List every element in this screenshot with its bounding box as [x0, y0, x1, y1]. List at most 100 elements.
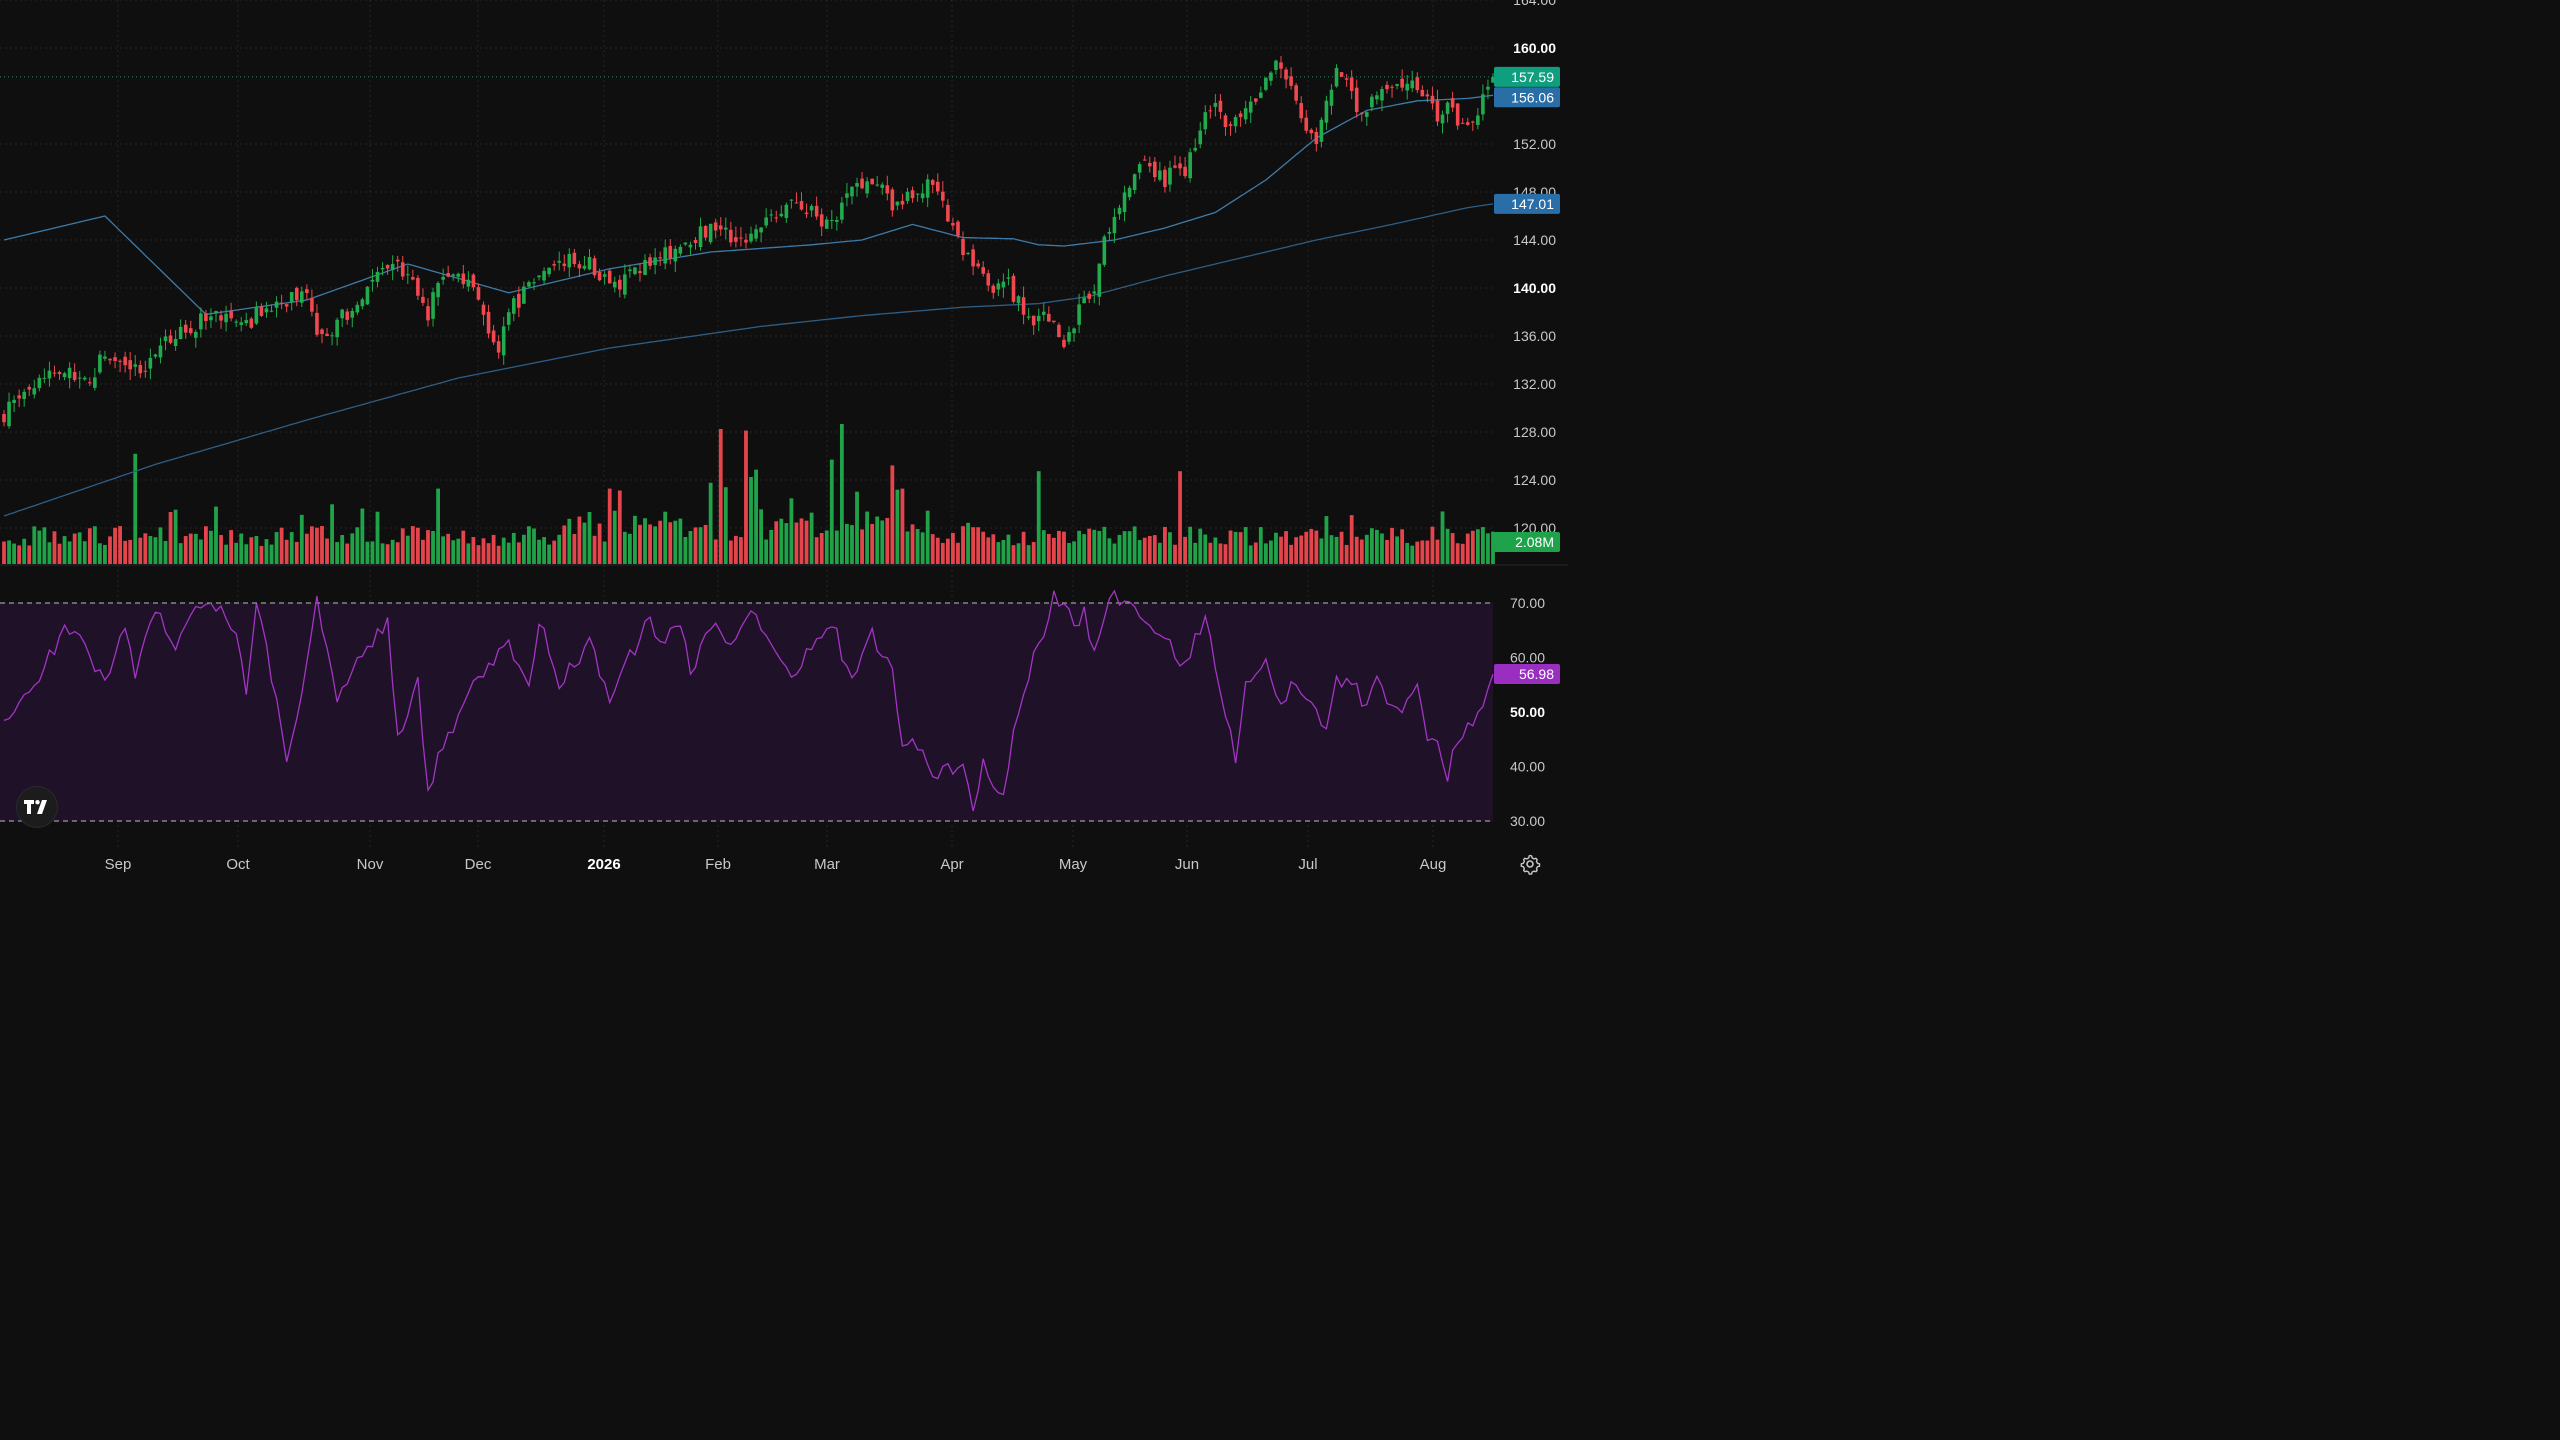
- candle-body: [592, 258, 597, 276]
- price-tick-label: 164.00: [1513, 0, 1556, 8]
- x-tick-label: Apr: [940, 856, 963, 873]
- candle-body: [562, 263, 567, 266]
- volume-bar: [895, 489, 900, 564]
- candle-body: [1183, 166, 1187, 177]
- candle-body: [1329, 89, 1334, 106]
- volume-bar: [67, 541, 72, 564]
- volume-bar: [1248, 545, 1253, 564]
- volume-bar: [188, 533, 193, 564]
- volume-bar: [577, 516, 582, 564]
- candle-body: [365, 286, 370, 305]
- tradingview-logo-icon[interactable]: [17, 787, 57, 827]
- volume-bar: [617, 490, 622, 564]
- candle-body: [385, 264, 390, 269]
- volume-bar: [769, 529, 774, 564]
- candle-body: [1319, 119, 1324, 142]
- candle-body: [1344, 78, 1349, 80]
- volume-bar: [1082, 534, 1087, 564]
- volume-bar: [153, 537, 158, 564]
- volume-bar: [1067, 543, 1071, 564]
- candle-body: [199, 313, 203, 330]
- volume-bar: [961, 526, 965, 564]
- candle-body: [42, 377, 47, 379]
- volume-bar: [1041, 530, 1046, 564]
- volume-bar: [986, 537, 991, 564]
- volume-bar: [1410, 545, 1415, 564]
- volume-bar: [1491, 531, 1495, 564]
- candle-body: [1365, 112, 1369, 117]
- candle-body: [708, 223, 713, 243]
- candle-body: [461, 273, 466, 285]
- volume-bar: [996, 542, 1001, 564]
- volume-bar: [405, 535, 410, 564]
- volume-bar: [915, 529, 920, 564]
- candle-body: [7, 401, 11, 427]
- volume-bar: [547, 544, 552, 564]
- candle-body: [744, 239, 748, 243]
- volume-bar: [355, 527, 360, 564]
- volume-bar: [754, 469, 758, 564]
- candle-body: [1057, 324, 1061, 338]
- volume-bar: [163, 541, 168, 564]
- volume-bar: [113, 527, 117, 564]
- candle-body: [88, 382, 92, 384]
- volume-bar: [733, 535, 738, 564]
- volume-bar: [910, 524, 915, 564]
- candle-body: [1460, 122, 1465, 124]
- candle-body: [1390, 86, 1394, 88]
- candle-body: [486, 311, 491, 334]
- volume-bar: [1269, 540, 1273, 564]
- chart-stage[interactable]: 164.00 160.00 152.00 148.00 144.00 140.00 136.…: [0, 0, 1568, 882]
- candle-body: [1047, 313, 1051, 322]
- gear-icon[interactable]: [1518, 852, 1542, 876]
- candle-body: [1294, 85, 1298, 101]
- volume-bar: [1359, 539, 1364, 564]
- candles: [2, 56, 1495, 429]
- candle-body: [17, 395, 21, 399]
- volume-bar: [269, 544, 274, 564]
- candle-body: [673, 248, 678, 262]
- volume-bar: [1460, 543, 1465, 564]
- candle-body: [1400, 78, 1404, 88]
- candle-body: [370, 279, 375, 282]
- chart-canvas[interactable]: 164.00160.00152.00148.00144.00140.00136.…: [0, 0, 1568, 882]
- volume-bar: [1470, 530, 1475, 564]
- candle-body: [77, 377, 82, 379]
- price-tick-label: 136.00: [1513, 328, 1556, 344]
- volume-bar: [930, 534, 935, 564]
- sma-fast-badge-bg: [1494, 87, 1560, 108]
- candle-body: [946, 204, 950, 222]
- volume-bar: [27, 545, 32, 564]
- candle-body: [178, 326, 183, 340]
- volume-bar: [1400, 529, 1405, 564]
- volume-bar: [390, 539, 395, 564]
- volume-bar: [602, 541, 607, 564]
- candle-body: [824, 219, 829, 229]
- rsi-badge-text: 56.98: [1519, 666, 1554, 682]
- volume-bar: [1178, 471, 1182, 564]
- candle-body: [567, 253, 572, 268]
- volume-bar: [673, 520, 678, 564]
- candle-body: [380, 267, 385, 270]
- volume-bar: [193, 533, 198, 564]
- volume-bar: [461, 530, 466, 564]
- candle-body: [496, 341, 501, 353]
- candle-body: [1203, 112, 1208, 130]
- volume-bar: [900, 488, 905, 564]
- candle-body: [617, 279, 622, 290]
- candle-body: [683, 242, 688, 245]
- volume-bar: [557, 534, 562, 564]
- candle-body: [986, 273, 991, 286]
- candle-body: [209, 316, 213, 321]
- candle-body: [476, 287, 481, 300]
- candle-body: [1163, 169, 1167, 188]
- candle-body: [663, 247, 668, 264]
- x-tick-label: Nov: [357, 856, 384, 873]
- volume-bar: [1046, 533, 1051, 564]
- candle-body: [1228, 124, 1233, 126]
- candle-body: [1405, 83, 1409, 91]
- candle-body: [1132, 174, 1137, 191]
- candle-body: [678, 246, 683, 254]
- candle-body: [1253, 98, 1258, 102]
- volume-bar: [446, 533, 451, 564]
